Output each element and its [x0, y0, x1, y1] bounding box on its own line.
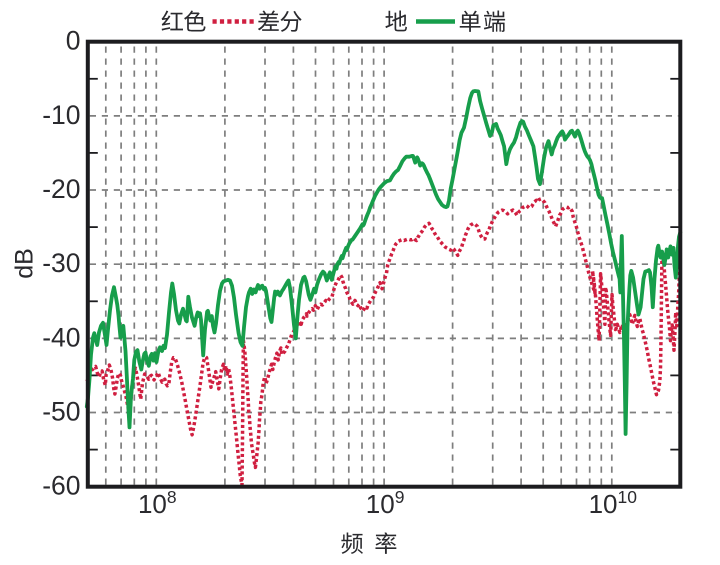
svg-text:-20: -20 [42, 174, 80, 204]
svg-text:-30: -30 [42, 248, 80, 278]
svg-text:0: 0 [66, 26, 81, 56]
svg-text:dB: dB [11, 248, 39, 279]
svg-text:-60: -60 [42, 471, 80, 501]
svg-text:-10: -10 [42, 100, 80, 130]
svg-text:-40: -40 [42, 322, 80, 352]
svg-text:-50: -50 [42, 397, 80, 427]
